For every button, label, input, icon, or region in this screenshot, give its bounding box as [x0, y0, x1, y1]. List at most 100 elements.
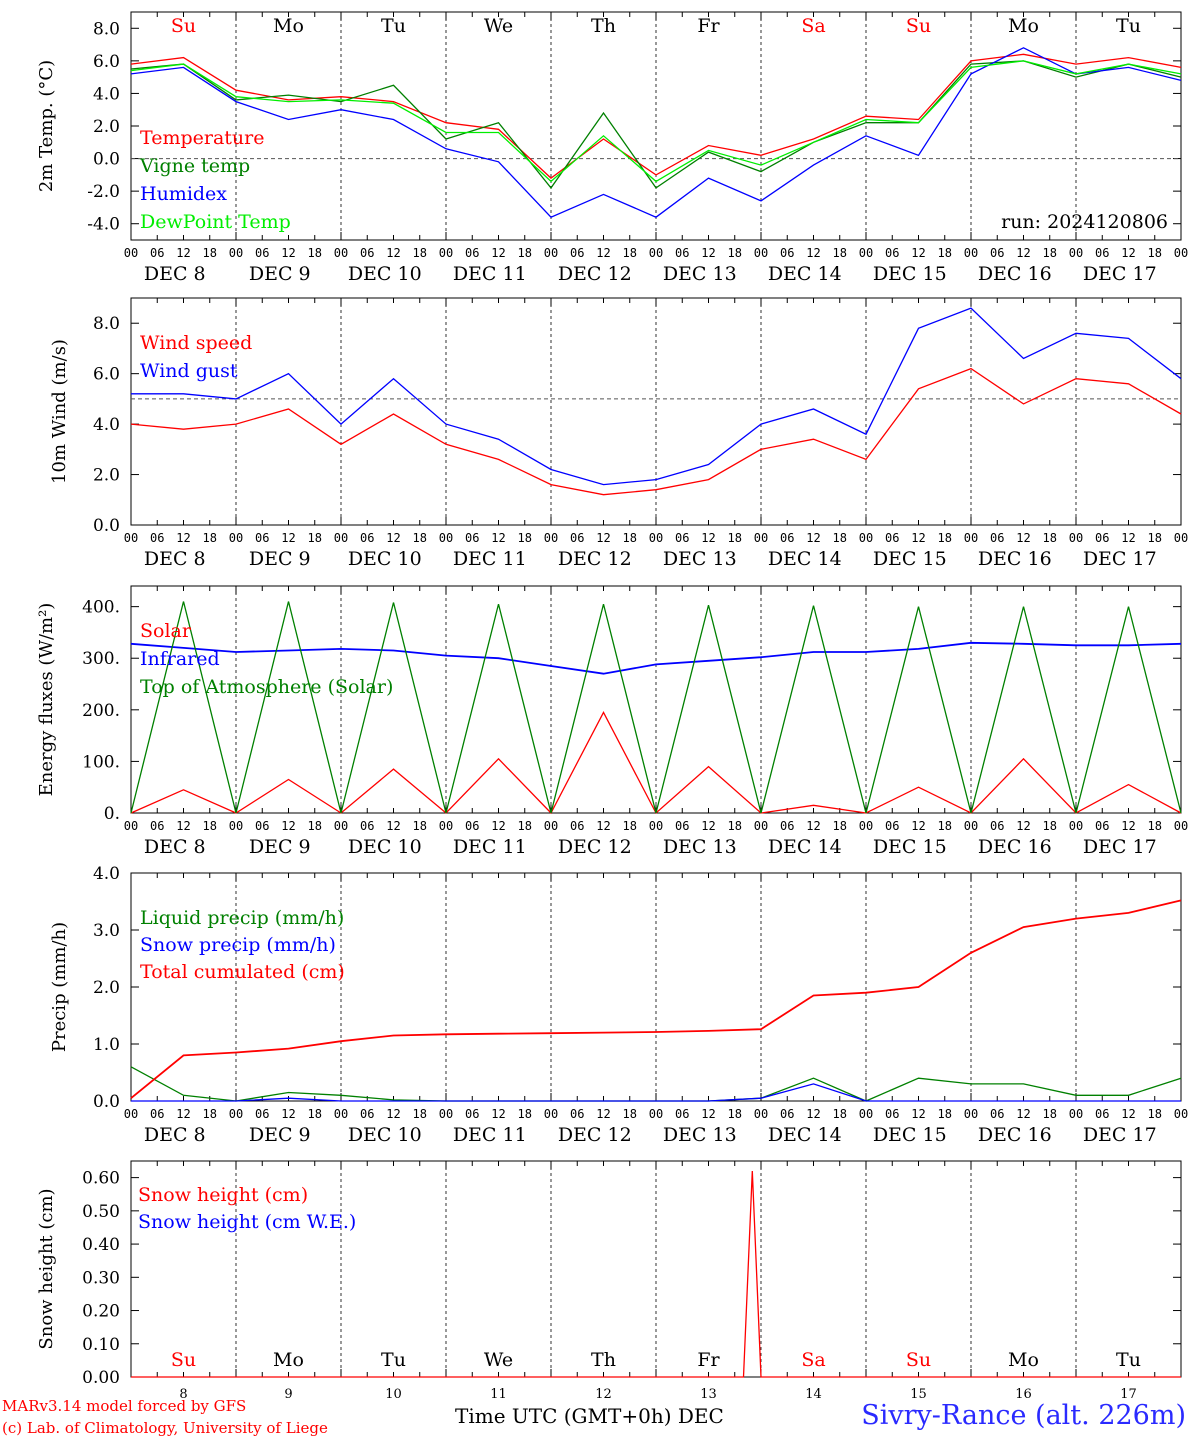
hour-tick-label: 06 [255, 819, 269, 833]
date-label: DEC 9 [249, 1124, 311, 1146]
day-number: 8 [179, 1387, 187, 1402]
hour-tick-label: 12 [281, 246, 295, 260]
y-tick-label: 200. [82, 701, 120, 721]
hour-tick-label: 18 [518, 819, 532, 833]
hour-tick-label: 06 [990, 819, 1004, 833]
legend-entry: Humidex [140, 183, 227, 205]
y-tick-label: 3.0 [93, 921, 120, 941]
date-label: DEC 15 [873, 836, 947, 858]
y-tick-label: 2.0 [93, 117, 120, 137]
hour-tick-label: 12 [176, 246, 190, 260]
hour-tick-label: 00 [334, 531, 348, 545]
hour-tick-label: 00 [649, 531, 663, 545]
hour-tick-label: 12 [596, 246, 610, 260]
y-axis-title: 10m Wind (m/s) [49, 339, 70, 484]
hour-tick-label: 00 [439, 1107, 453, 1121]
hour-tick-label: 06 [570, 531, 584, 545]
hour-tick-label: 18 [833, 1107, 847, 1121]
hour-tick-label: 18 [203, 819, 217, 833]
hour-tick-label: 00 [334, 1107, 348, 1121]
day-label-top: Su [171, 15, 196, 37]
hour-tick-label: 12 [281, 819, 295, 833]
hour-tick-label: 12 [176, 819, 190, 833]
hour-tick-label: 18 [413, 246, 427, 260]
date-label: DEC 15 [873, 548, 947, 570]
hour-tick-label: 12 [1016, 819, 1030, 833]
legend-entry: Liquid precip (mm/h) [140, 907, 344, 929]
date-label: DEC 11 [453, 263, 527, 285]
hour-tick-label: 12 [806, 246, 820, 260]
hour-tick-label: 00 [754, 246, 768, 260]
hour-tick-label: 06 [885, 819, 899, 833]
hour-tick-label: 18 [728, 246, 742, 260]
legend-entry: Infrared [140, 648, 220, 670]
hour-tick-label: 06 [1095, 819, 1109, 833]
hour-tick-label: 12 [596, 531, 610, 545]
hour-tick-label: 18 [938, 1107, 952, 1121]
series-line-total-cumulated-cm [130, 899, 1182, 1099]
y-tick-label: 0.00 [82, 1368, 120, 1388]
hour-tick-label: 00 [1174, 819, 1188, 833]
hour-tick-label: 00 [229, 1107, 243, 1121]
y-tick-label: 6.0 [93, 52, 120, 72]
date-label: DEC 9 [249, 836, 311, 858]
date-label: DEC 16 [978, 263, 1052, 285]
hour-tick-label: 12 [1016, 531, 1030, 545]
date-label: DEC 12 [558, 836, 632, 858]
date-label: DEC 14 [768, 548, 842, 570]
hour-tick-label: 18 [203, 246, 217, 260]
hour-tick-label: 00 [964, 246, 978, 260]
day-number: 17 [1120, 1387, 1137, 1402]
hour-tick-label: 12 [491, 1107, 505, 1121]
hour-tick-label: 18 [833, 246, 847, 260]
y-tick-label: 2.0 [93, 466, 120, 486]
hour-tick-label: 12 [596, 819, 610, 833]
station-label: Sivry-Rance (alt. 226m) [861, 1400, 1186, 1431]
date-label: DEC 10 [348, 548, 422, 570]
hour-tick-label: 18 [308, 246, 322, 260]
hour-tick-label: 18 [413, 819, 427, 833]
y-tick-label: 400. [82, 598, 120, 618]
day-label-bottom: Su [171, 1349, 196, 1371]
hour-tick-label: 06 [360, 246, 374, 260]
hour-tick-label: 00 [439, 246, 453, 260]
y-tick-label: 0.40 [82, 1235, 120, 1255]
date-label: DEC 17 [1083, 263, 1157, 285]
date-label: DEC 13 [663, 836, 737, 858]
day-label-bottom: Su [906, 1349, 931, 1371]
date-label: DEC 9 [249, 548, 311, 570]
hour-tick-label: 12 [281, 531, 295, 545]
legend-entry: Solar [140, 620, 192, 642]
hour-tick-label: 00 [439, 819, 453, 833]
hour-tick-label: 00 [439, 531, 453, 545]
hour-tick-label: 18 [203, 531, 217, 545]
hour-tick-label: 18 [203, 1107, 217, 1121]
legend-entry: Temperature [140, 127, 264, 149]
series-line-humidex [130, 47, 1182, 218]
hour-tick-label: 12 [1016, 246, 1030, 260]
hour-tick-label: 18 [938, 531, 952, 545]
run-annotation: run: 2024120806 [1001, 211, 1168, 233]
hour-tick-label: 12 [806, 1107, 820, 1121]
hour-tick-label: 00 [964, 819, 978, 833]
y-tick-label: 8.0 [93, 314, 120, 334]
hour-tick-label: 00 [859, 819, 873, 833]
day-label-bottom: Mo [1008, 1349, 1039, 1371]
day-label-bottom: Mo [273, 1349, 304, 1371]
hour-tick-label: 00 [754, 531, 768, 545]
hour-tick-label: 06 [990, 531, 1004, 545]
date-label: DEC 11 [453, 1124, 527, 1146]
hour-tick-label: 00 [544, 531, 558, 545]
hour-tick-label: 00 [859, 246, 873, 260]
y-tick-label: 0.0 [93, 150, 120, 170]
hour-tick-label: 00 [754, 1107, 768, 1121]
day-label-bottom: Th [591, 1349, 616, 1371]
legend-entry: Total cumulated (cm) [140, 961, 345, 983]
model-credit: MARv3.14 model forced by GFS [2, 1397, 247, 1415]
day-label-bottom: Fr [697, 1349, 720, 1371]
hour-tick-label: 06 [150, 531, 164, 545]
hour-tick-label: 18 [518, 531, 532, 545]
hour-tick-label: 06 [150, 1107, 164, 1121]
hour-tick-label: 12 [911, 1107, 925, 1121]
day-number: 16 [1015, 1387, 1032, 1402]
